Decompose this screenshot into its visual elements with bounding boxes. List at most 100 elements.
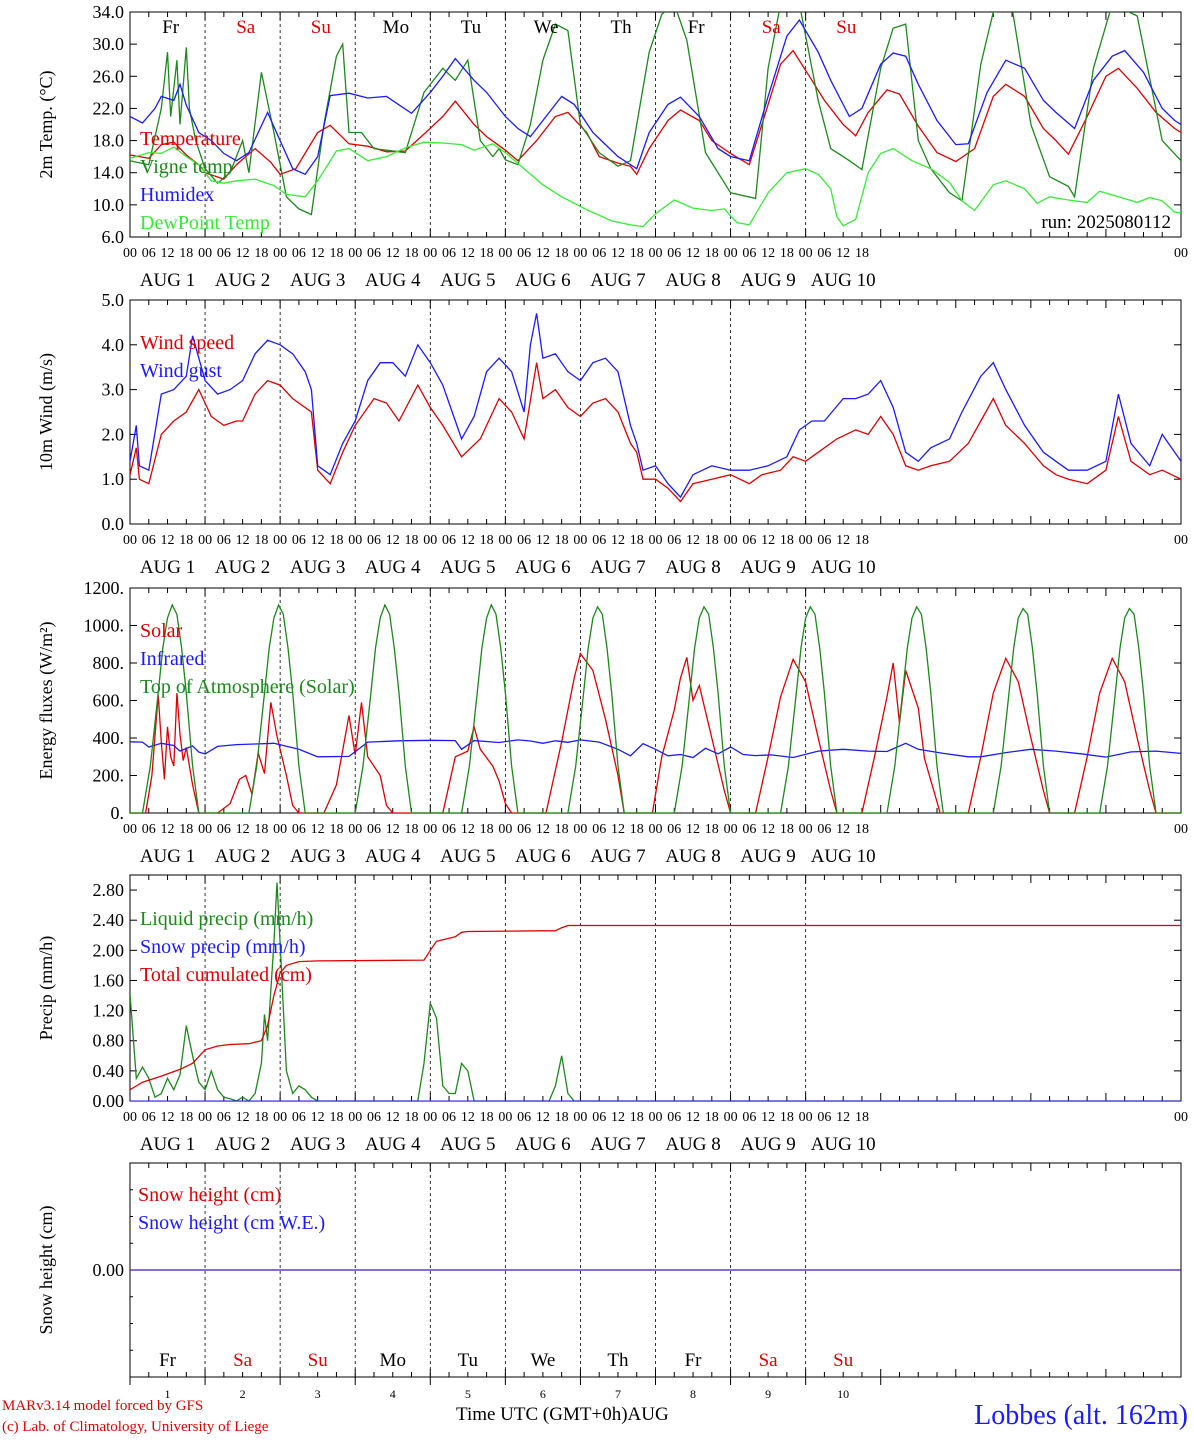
- hour-tick-label: 12: [311, 533, 325, 548]
- date-label: AUG 2: [215, 270, 270, 291]
- hour-tick-label: 12: [236, 533, 250, 548]
- hour-tick-label: 18: [630, 533, 644, 548]
- hour-tick-label: 00: [423, 1110, 437, 1125]
- hour-tick-label: 00: [573, 822, 587, 837]
- hour-tick-label: 00: [799, 1110, 813, 1125]
- hour-tick-label: 12: [161, 822, 175, 837]
- legend-entry: Liquid precip (mm/h): [140, 908, 313, 930]
- y-axis-label: Precip (mm/h): [36, 936, 57, 1040]
- y-tick-label: 400.: [93, 728, 125, 748]
- hour-tick-label: 06: [667, 246, 681, 261]
- hour-tick-label: 18: [705, 822, 719, 837]
- day-name: Sa: [236, 17, 256, 38]
- hour-tick-label: 12: [686, 822, 700, 837]
- hour-tick-label: 06: [517, 533, 531, 548]
- hour-tick-label: 18: [329, 822, 343, 837]
- hour-tick-label: 12: [761, 822, 775, 837]
- date-label: AUG 4: [365, 270, 421, 291]
- hour-tick-label: 18: [630, 1110, 644, 1125]
- date-label: AUG 5: [440, 270, 495, 291]
- series-liquid-precip-mm-h: [130, 882, 1181, 1101]
- hour-tick-label: 18: [179, 822, 193, 837]
- day-name: Th: [607, 1350, 629, 1371]
- y-tick-label: 1.60: [93, 970, 125, 990]
- hour-tick-label: 00: [724, 1110, 738, 1125]
- hour-tick-label: 12: [611, 246, 625, 261]
- hour-tick-label: 00: [799, 246, 813, 261]
- hour-tick-label: 00: [498, 246, 512, 261]
- hour-tick-label: 12: [761, 533, 775, 548]
- hour-tick-label: 06: [217, 822, 231, 837]
- date-label: AUG 6: [515, 557, 570, 578]
- hour-tick-label: 18: [480, 533, 494, 548]
- date-label: AUG 3: [290, 557, 345, 578]
- hour-tick-label: 00: [1174, 246, 1188, 261]
- day-name: Sa: [759, 1350, 779, 1371]
- legend-entry: Snow height (cm W.E.): [138, 1212, 325, 1234]
- date-label: AUG 6: [515, 846, 570, 867]
- y-tick-label: 14.0: [93, 163, 125, 183]
- date-label: AUG 3: [290, 1134, 345, 1155]
- hour-tick-label: 06: [667, 1110, 681, 1125]
- y-tick-label: 600.: [93, 691, 125, 711]
- hour-tick-label: 12: [386, 533, 400, 548]
- legend-entry: Top of Atmosphere (Solar): [140, 676, 355, 698]
- hour-tick-label: 12: [236, 246, 250, 261]
- panel-5: 0.00 Snow height (cm) Snow height (cm) Snow…: [36, 1162, 1182, 1401]
- hour-tick-label: 12: [311, 1110, 325, 1125]
- legend-entry: Humidex: [140, 184, 214, 206]
- day-number: 6: [540, 1387, 546, 1401]
- date-label: AUG 9: [740, 557, 795, 578]
- hour-tick-label: 18: [329, 533, 343, 548]
- hour-tick-label: 18: [855, 822, 869, 837]
- hour-tick-label: 12: [836, 1110, 850, 1125]
- hour-tick-label: 12: [161, 1110, 175, 1125]
- series-wind-gust: [130, 313, 1181, 499]
- date-label: AUG 8: [665, 1134, 720, 1155]
- hour-tick-label: 12: [536, 246, 550, 261]
- hour-tick-label: 12: [161, 246, 175, 261]
- y-tick-label: 10.0: [93, 195, 125, 215]
- date-label: AUG 8: [665, 270, 720, 291]
- month-label: AUG: [627, 1404, 669, 1425]
- y-tick-label: 4.0: [102, 335, 125, 355]
- hour-tick-label: 00: [123, 533, 137, 548]
- day-name: Su: [308, 1350, 329, 1371]
- hour-tick-label: 00: [799, 533, 813, 548]
- hour-tick-label: 12: [686, 246, 700, 261]
- hour-tick-label: 06: [292, 533, 306, 548]
- legend-entry: DewPoint Temp: [140, 212, 270, 234]
- date-label: AUG 8: [665, 846, 720, 867]
- hour-tick-label: 18: [555, 822, 569, 837]
- date-label: AUG 7: [590, 1134, 645, 1155]
- hour-tick-label: 00: [198, 822, 212, 837]
- hour-tick-label: 18: [780, 822, 794, 837]
- hour-tick-label: 06: [817, 533, 831, 548]
- time-axis-label: Time UTC (GMT+0h)AUG: [456, 1404, 669, 1426]
- hour-tick-label: 12: [461, 246, 475, 261]
- day-number: 5: [465, 1387, 471, 1401]
- y-tick-label: 1000.: [84, 616, 125, 636]
- day-number: 2: [240, 1387, 246, 1401]
- date-label: AUG 9: [740, 270, 795, 291]
- hour-tick-label: 06: [367, 822, 381, 837]
- hour-tick-label: 18: [254, 1110, 268, 1125]
- hour-tick-label: 18: [555, 246, 569, 261]
- hour-tick-label: 00: [348, 1110, 362, 1125]
- legend-entry: Wind speed: [140, 332, 234, 354]
- legend-entry: Infrared: [140, 648, 204, 670]
- hour-tick-label: 12: [311, 246, 325, 261]
- hour-tick-label: 06: [292, 1110, 306, 1125]
- hour-tick-label: 12: [611, 822, 625, 837]
- hour-tick-label: 06: [217, 246, 231, 261]
- hour-tick-label: 18: [855, 246, 869, 261]
- y-tick-label: 22.0: [93, 98, 125, 118]
- hour-tick-label: 00: [123, 246, 137, 261]
- day-name: Tu: [458, 1350, 479, 1371]
- legend-entry: Solar: [140, 620, 183, 642]
- date-label: AUG 2: [215, 846, 270, 867]
- hour-tick-label: 06: [592, 246, 606, 261]
- hour-tick-label: 06: [742, 533, 756, 548]
- hour-tick-label: 06: [817, 1110, 831, 1125]
- hour-tick-label: 00: [198, 1110, 212, 1125]
